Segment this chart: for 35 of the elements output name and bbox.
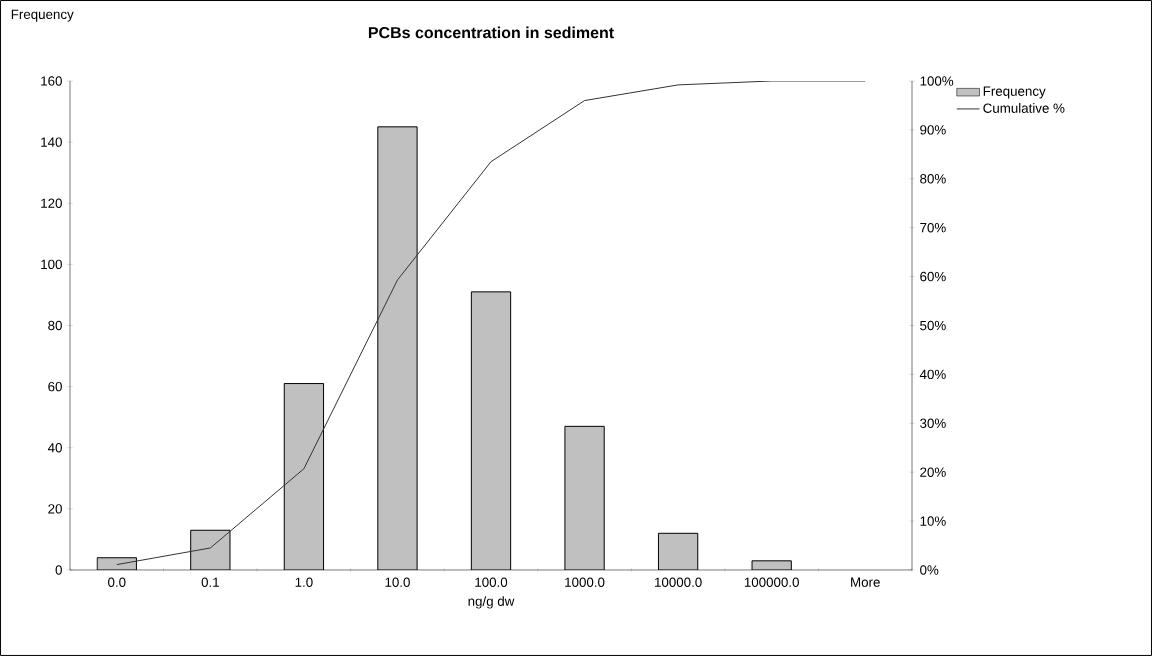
x-tick-label: 10.0: [385, 577, 410, 587]
y2-tick-label: 90%: [920, 125, 946, 135]
y-tick-label: 20: [48, 504, 62, 514]
legend-label: Cumulative %: [983, 103, 1065, 113]
y2-tick-label: 10%: [920, 516, 946, 526]
y2-tick-label: 20%: [920, 467, 946, 477]
line-series: [116, 80, 866, 566]
y-tick-label: 100: [41, 259, 62, 270]
y2-tick-label: 0%: [920, 565, 939, 575]
y-tick-label: 80: [48, 320, 62, 331]
y-tick-label: 120: [41, 198, 62, 208]
y2-tick-label: 50%: [920, 320, 946, 331]
y-tick-label: 160: [41, 76, 62, 86]
x-tick-label: 100.0: [475, 577, 508, 587]
y2-tick-label: 30%: [920, 418, 946, 428]
x-axis-title: ng/g dw: [468, 596, 515, 609]
y2-tick-label: 60%: [920, 271, 946, 282]
y-tick-label: 40: [47, 443, 62, 453]
x-tick-label: More: [851, 577, 880, 587]
y-tick-label: 0: [55, 565, 62, 575]
x-tick-label: 1.0: [295, 577, 313, 587]
x-tick-label: 0.1: [201, 577, 219, 587]
y2-tick-label: 100%: [920, 76, 954, 86]
chart-title: PCBs concentration in sediment: [368, 26, 614, 39]
y-axis-title: Frequency: [11, 9, 74, 22]
y2-tick-label: 40%: [919, 369, 946, 380]
y2-tick-label: 80%: [920, 174, 946, 184]
x-tick-label: 1000.0: [565, 577, 605, 587]
legend-label: Frequency: [983, 86, 1046, 99]
x-tick-label: 0.0: [108, 577, 126, 587]
y-tick-label: 140: [41, 137, 62, 147]
x-tick-label: 100000.0: [744, 577, 799, 587]
y2-tick-label: 70%: [920, 222, 946, 233]
x-tick-label: 10000.0: [655, 577, 702, 587]
y-tick-label: 60: [48, 381, 62, 392]
